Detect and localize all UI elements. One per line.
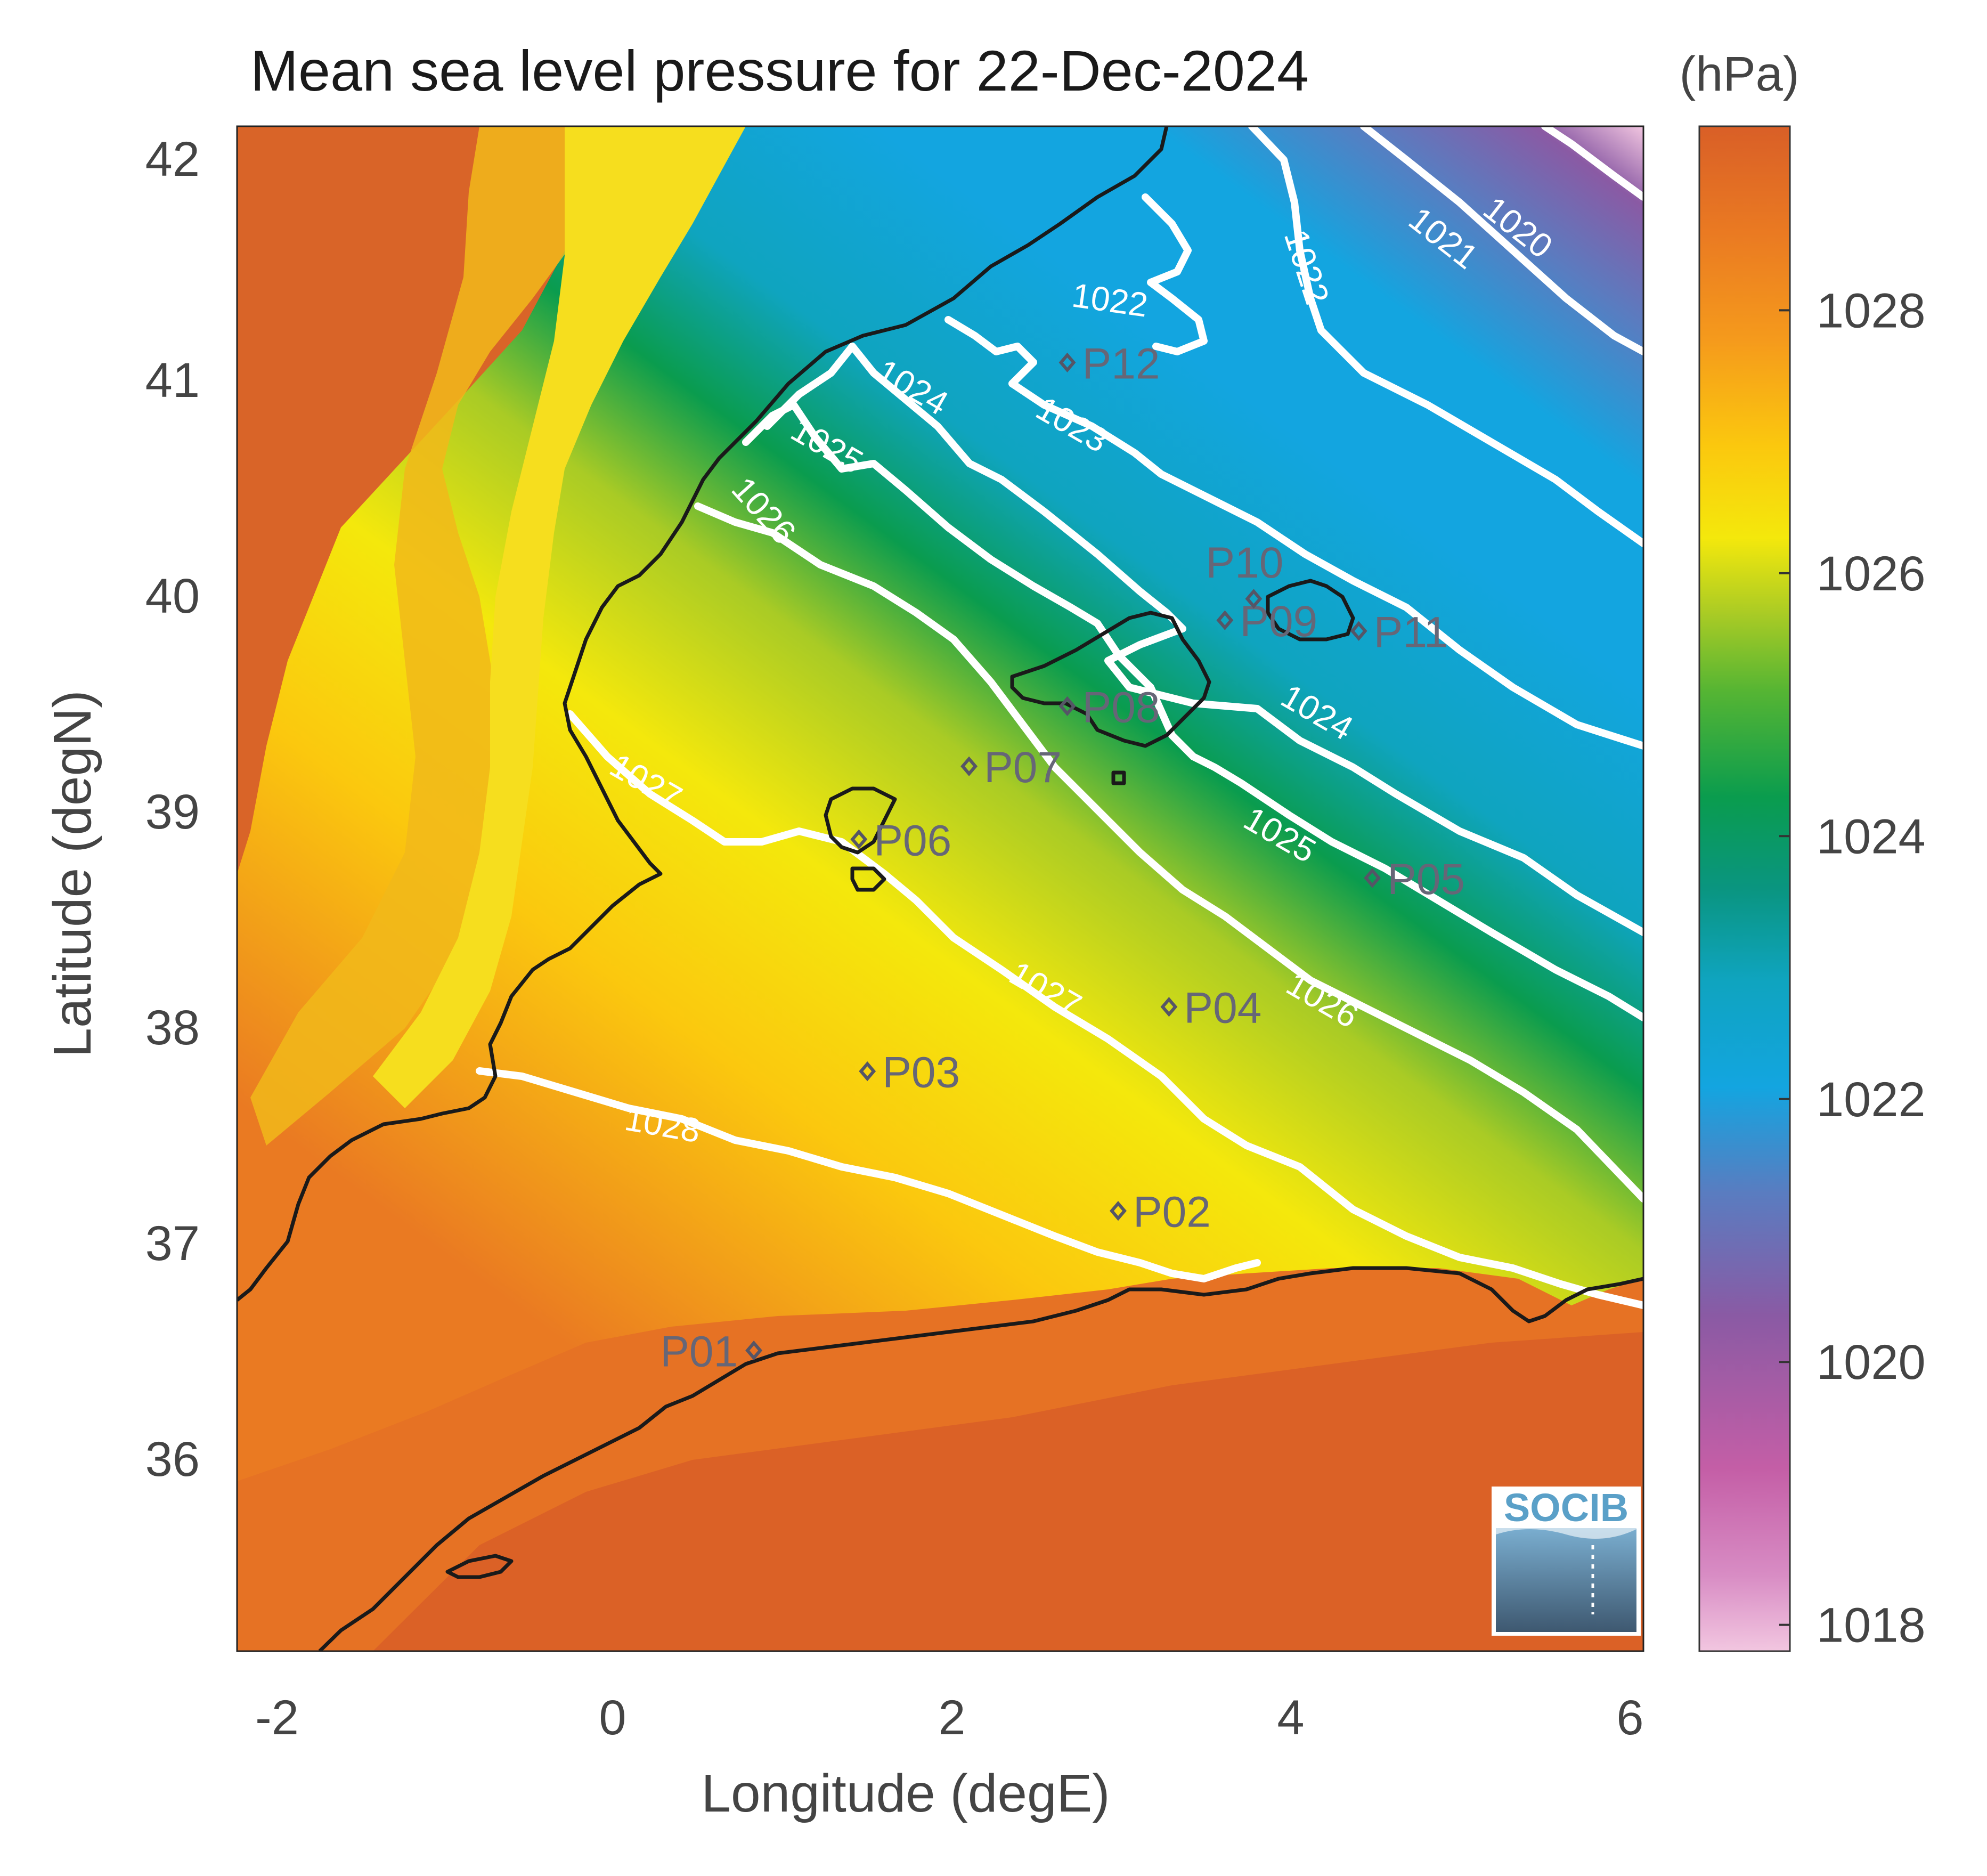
station-marker	[1058, 352, 1076, 373]
contour-1028	[476, 1067, 1261, 1282]
y-tick-label: 39	[145, 785, 200, 839]
station-label: P03	[882, 1049, 960, 1097]
contour-1027	[566, 710, 1643, 1309]
coastline-alboran-island	[445, 1554, 514, 1579]
station-label: P07	[984, 743, 1062, 792]
station-marker	[1364, 868, 1381, 888]
y-axis-label: Latitude (degN)	[43, 690, 102, 1057]
coastline-north-africa	[318, 1266, 1643, 1651]
station-label: P12	[1082, 339, 1160, 388]
map-panel: 1020 1021 1022 1022 1023 1024 1024 1025 …	[237, 126, 1643, 1651]
station-marker	[1160, 997, 1178, 1017]
station-marker	[1350, 621, 1367, 641]
colorbar-tick-label: 1018	[1817, 1598, 1926, 1653]
coastline-menorca	[1266, 579, 1355, 641]
colorbar-tick-label: 1022	[1817, 1073, 1926, 1127]
station-p03: P03	[859, 1049, 960, 1097]
colorbar-tick-label: 1024	[1817, 809, 1926, 864]
colorbar-tick-label: 1020	[1817, 1335, 1926, 1390]
y-tick-label: 40	[145, 569, 200, 623]
coastline-formentera	[850, 866, 886, 892]
station-marker	[1110, 1201, 1127, 1221]
station-marker	[1058, 696, 1076, 716]
north-africa-highlands	[373, 1332, 1643, 1651]
station-marker	[960, 756, 978, 776]
logo-text: SOCIB	[1504, 1485, 1628, 1530]
contour-1021	[1360, 126, 1643, 355]
station-marker	[745, 1341, 763, 1361]
station-p05: P05	[1364, 855, 1465, 904]
colorbar-tick-label: 1026	[1817, 547, 1926, 601]
colorbar: (hPa) 1028 1026 1024 1022 1020 1018	[1680, 47, 1926, 1653]
iberia-coastal-land	[373, 126, 746, 1108]
iberia-land	[237, 126, 629, 874]
x-axis-label: Longitude (degE)	[701, 1764, 1110, 1823]
contour-1022-a	[1248, 126, 1643, 547]
station-p08: P08	[1058, 683, 1160, 732]
colorbar-unit: (hPa)	[1680, 47, 1799, 101]
coastline-iberia	[237, 126, 1169, 1302]
contour-1022-b	[1142, 193, 1208, 355]
coastlines	[237, 126, 1643, 1651]
colorbar-tick-label: 1028	[1817, 283, 1926, 338]
coastline-cabrera	[1111, 770, 1126, 785]
station-p04: P04	[1160, 984, 1261, 1033]
iberia-inland-band	[250, 126, 629, 1146]
x-tick-label: 0	[599, 1691, 626, 1745]
station-label: P08	[1082, 683, 1160, 732]
station-label: P04	[1184, 984, 1261, 1033]
map-title: Mean sea level pressure for 22-Dec-2024	[250, 38, 1309, 103]
y-tick-label: 37	[145, 1216, 200, 1271]
y-tick-label: 41	[145, 353, 200, 408]
y-tick-label: 36	[145, 1432, 200, 1487]
station-label: P06	[874, 816, 951, 865]
station-label: P11	[1374, 608, 1448, 656]
contour-1023	[944, 316, 1643, 750]
contour-1025	[742, 401, 1643, 1021]
station-marker	[1216, 610, 1234, 630]
station-p01: P01	[660, 1328, 763, 1376]
x-tick-label: 6	[1616, 1691, 1643, 1745]
colorbar-ticks: 1028 1026 1024 1022 1020 1018	[1779, 283, 1926, 1653]
station-label: P05	[1387, 855, 1465, 904]
station-p02: P02	[1110, 1188, 1211, 1237]
map-frame	[236, 125, 1644, 1652]
coastline-ibiza	[824, 786, 897, 855]
contour-1026	[694, 502, 1643, 1203]
station-p10: P10	[1206, 539, 1283, 609]
station-p07: P07	[960, 743, 1062, 792]
station-marker	[1245, 589, 1263, 609]
station-label: P02	[1133, 1188, 1211, 1237]
axes: -2 0 2 4 6 42 41 40 39 38 37 36 Longitud…	[43, 132, 1644, 1823]
station-marker	[850, 829, 868, 849]
station-label: P01	[660, 1328, 738, 1376]
station-p11: P11	[1350, 608, 1448, 656]
x-tick-label: -2	[255, 1691, 299, 1745]
y-tick-label: 38	[145, 1001, 200, 1055]
station-p06: P06	[850, 816, 951, 865]
station-label: P10	[1206, 539, 1283, 587]
station-p12: P12	[1058, 339, 1160, 388]
y-tick-label: 42	[145, 132, 200, 186]
x-tick-label: 4	[1277, 1691, 1304, 1745]
socib-logo: SOCIB	[1492, 1485, 1641, 1636]
station-marker	[859, 1061, 876, 1082]
x-tick-label: 2	[938, 1691, 965, 1745]
colorbar-gradient	[1698, 125, 1791, 1652]
coastline-mallorca	[1010, 611, 1211, 748]
contour-1020	[1541, 126, 1643, 201]
